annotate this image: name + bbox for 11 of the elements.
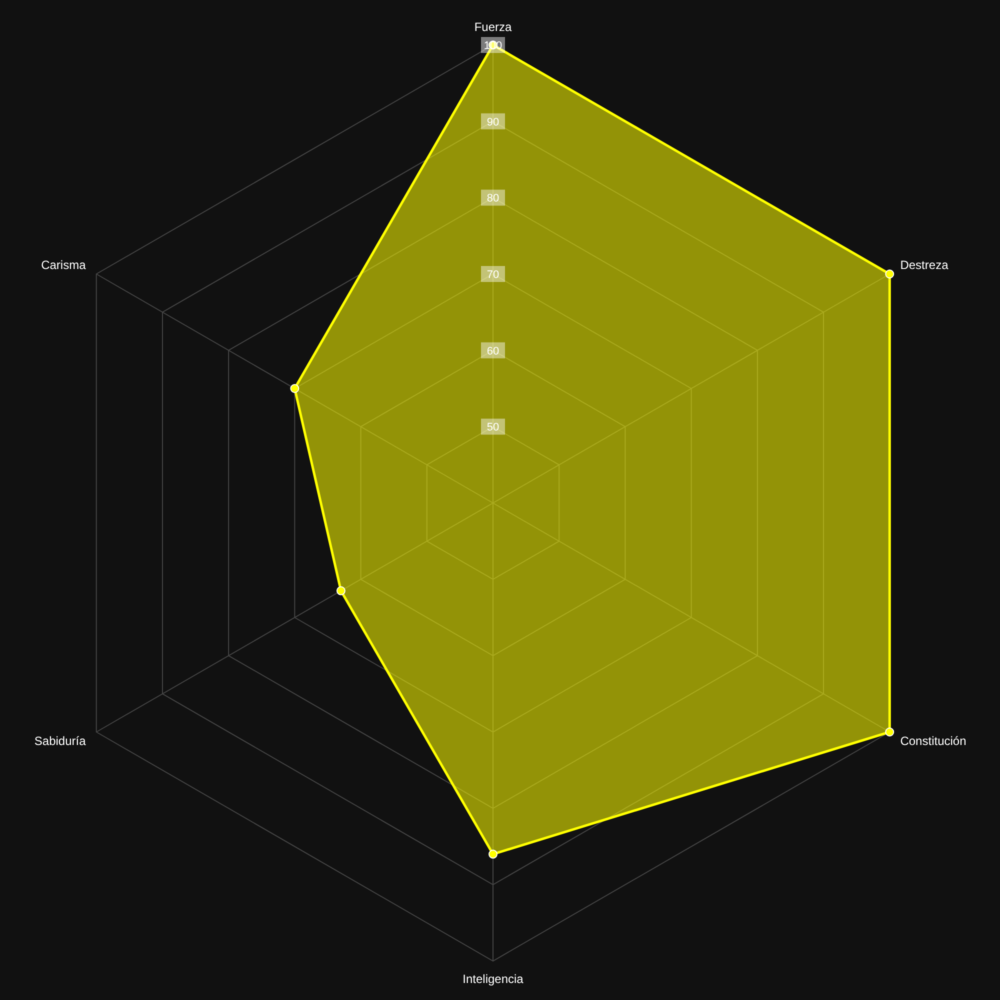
spoke-label: Fuerza <box>474 20 512 34</box>
y-tick-label: 60 <box>486 345 500 358</box>
y-tick-label: 80 <box>486 192 500 205</box>
spoke-label: Carisma <box>41 258 86 272</box>
y-tick-label: 70 <box>486 269 500 281</box>
y-tick-label: 50 <box>486 422 500 434</box>
spoke-label: Inteligencia <box>462 972 524 986</box>
spoke-label: Destreza <box>900 258 949 272</box>
spoke-label: Sabiduría <box>34 734 86 748</box>
y-tick-label: 90 <box>486 116 500 128</box>
spoke-label: Constitución <box>900 734 966 748</box>
